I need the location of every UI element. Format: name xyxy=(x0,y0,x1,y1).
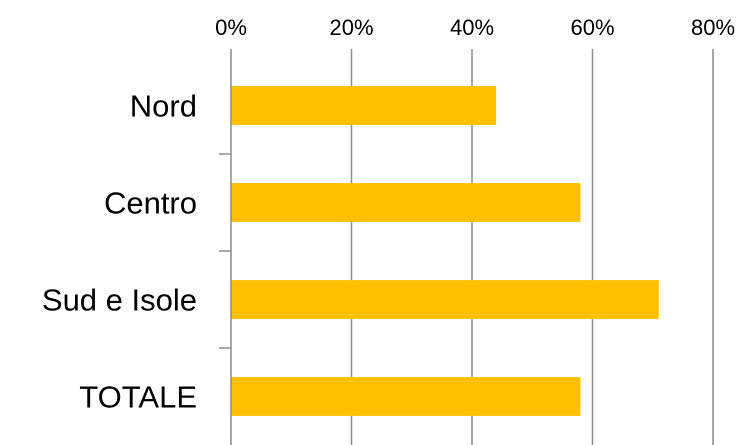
category-labels: Nord Centro Sud e Isole TOTALE xyxy=(42,89,197,415)
value-axis-tick-label: 0% xyxy=(215,15,247,40)
bar xyxy=(231,280,659,319)
value-axis-tick-label: 20% xyxy=(329,15,373,40)
bar xyxy=(231,86,497,125)
bar xyxy=(231,183,581,222)
category-label: Nord xyxy=(130,89,197,124)
value-axis-tick-label: 60% xyxy=(570,15,614,40)
value-axis-tick-label: 80% xyxy=(691,15,735,40)
value-axis-tick-labels: 0% 20% 40% 60% 80% xyxy=(215,15,735,40)
category-label: Centro xyxy=(104,186,197,221)
value-axis-tick-label: 40% xyxy=(450,15,494,40)
category-axis xyxy=(219,57,232,445)
bar xyxy=(231,377,581,416)
bars xyxy=(231,86,659,416)
category-label: TOTALE xyxy=(79,380,197,415)
category-label: Sud e Isole xyxy=(42,283,197,318)
